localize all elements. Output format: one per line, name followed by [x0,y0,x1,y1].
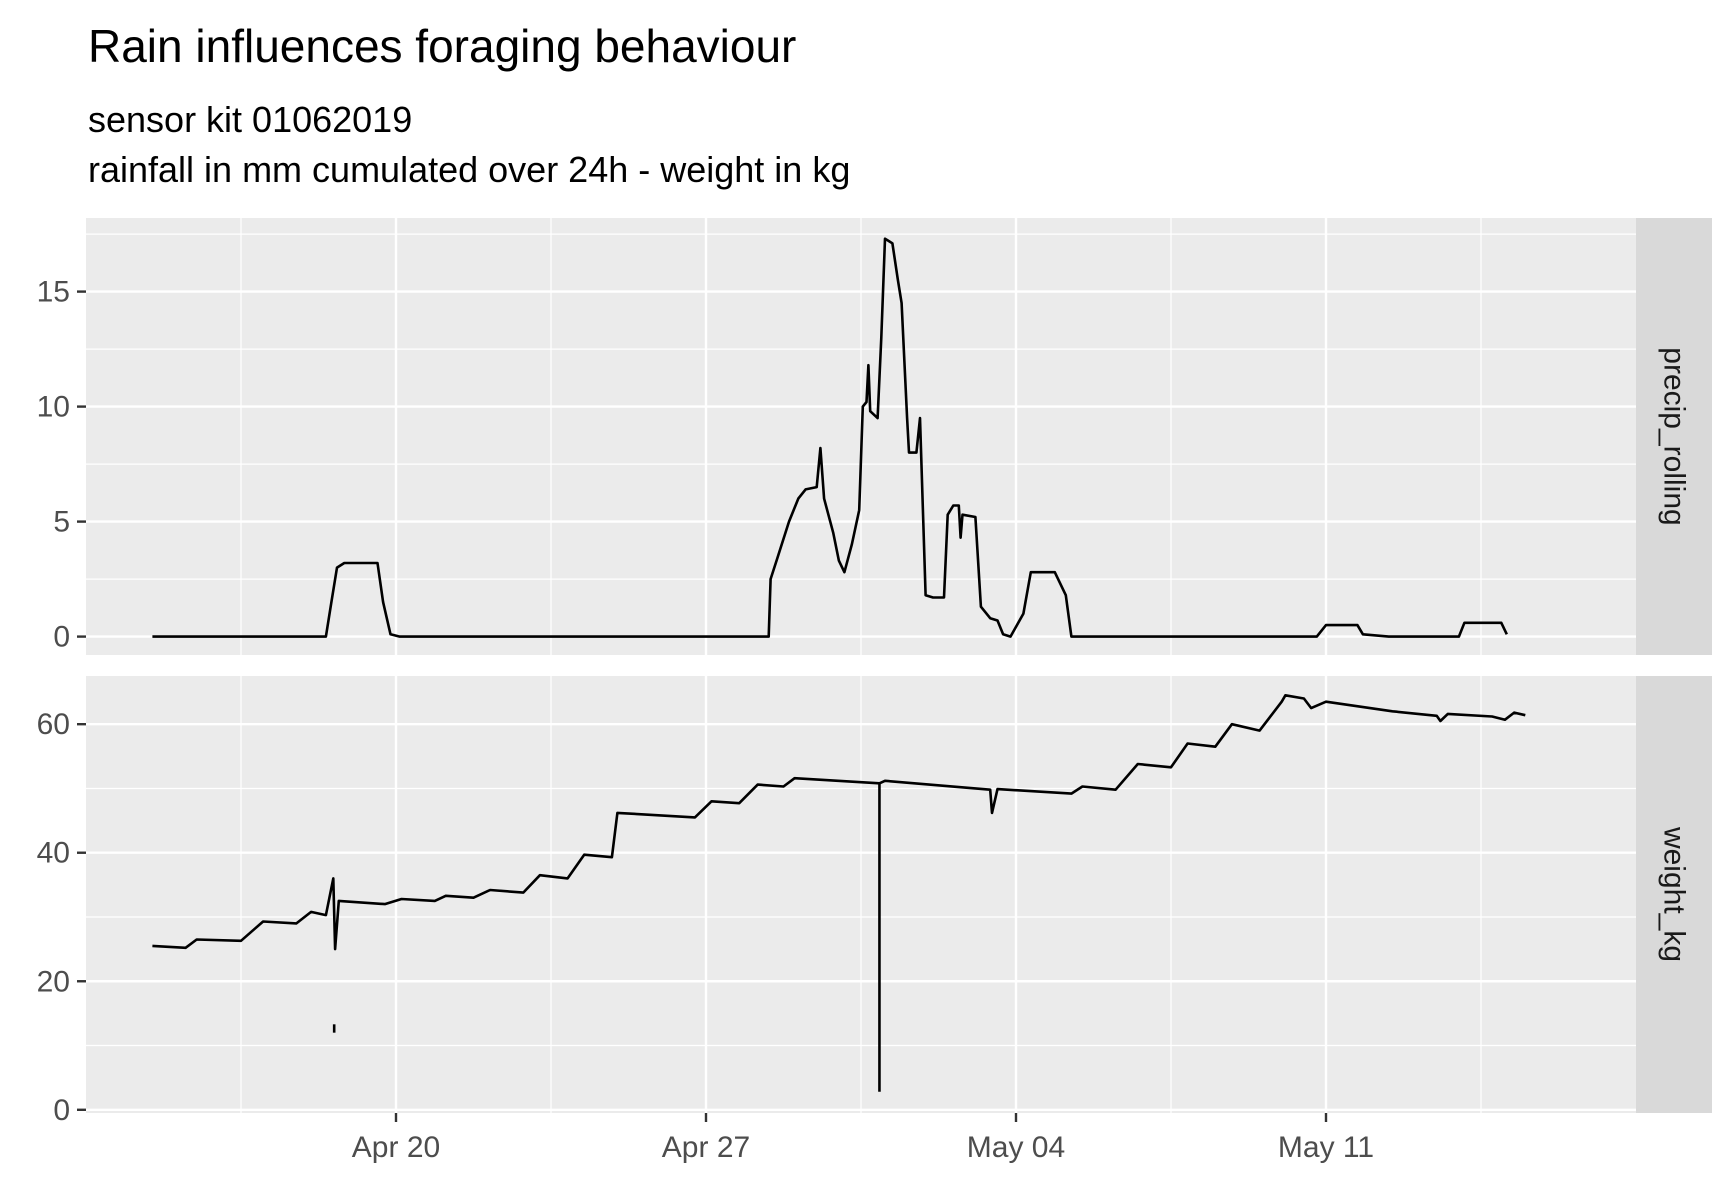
chart-subtitle-line-2: rainfall in mm cumulated over 24h - weig… [88,149,850,190]
facet-strip-label: weight_kg [1658,826,1691,962]
x-tick-label: Apr 27 [662,1131,750,1164]
x-tick-label: May 04 [967,1131,1065,1164]
y-tick-label: 0 [53,1094,70,1127]
panel-weight_kg: 0 20 40 60 weight_kg [37,676,1712,1127]
y-tick-label: 20 [37,965,70,998]
facet-strip [1636,676,1712,1113]
y-tick-label: 5 [53,506,70,539]
series-line-precip_rolling [152,237,1508,638]
facet-panels: 0 5 10 15 precip_rolling 0 20 40 60 weight_kg [37,218,1712,1127]
x-tick-label: May 11 [1278,1131,1374,1164]
x-tick-label: Apr 20 [352,1131,440,1164]
x-axis: Apr 20 Apr 27 May 04 May 11 [352,1113,1374,1164]
y-tick-label: 40 [37,837,70,870]
y-tick-label: 0 [53,621,70,654]
facet-strip [1636,218,1712,655]
series-line-weight_kg [152,694,1526,951]
chart-title: Rain influences foraging behaviour [88,20,796,72]
y-tick-label: 10 [37,391,70,424]
y-tick-label: 15 [37,276,70,309]
chart-subtitle-line-1: sensor kit 01062019 [88,99,412,140]
facet-strip-label: precip_rolling [1658,347,1691,525]
y-tick-label: 60 [37,708,70,741]
panel-precip_rolling: 0 5 10 15 precip_rolling [37,218,1712,655]
